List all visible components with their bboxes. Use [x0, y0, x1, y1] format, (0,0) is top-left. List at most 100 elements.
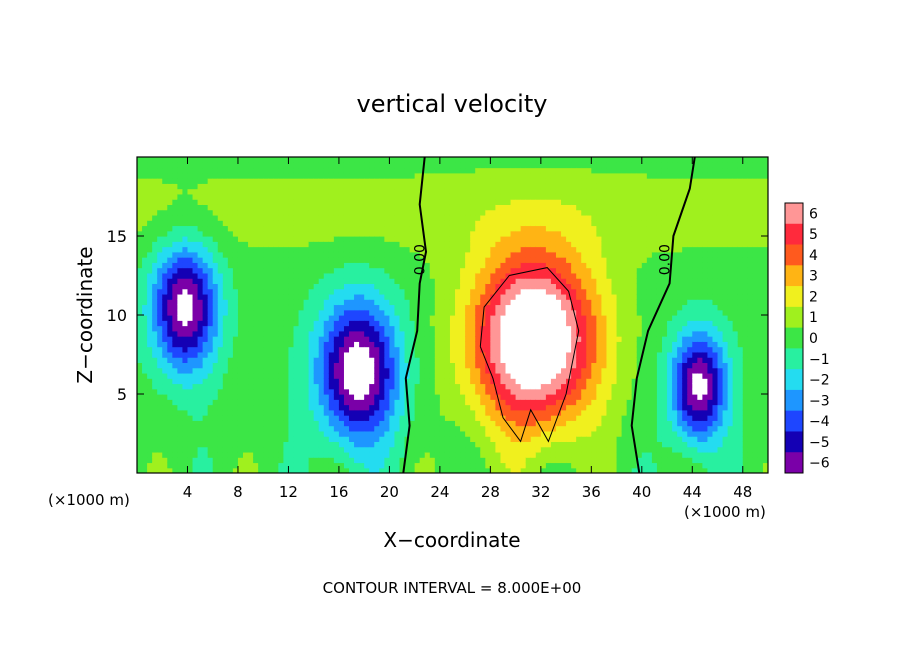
- field-cell: [278, 441, 284, 448]
- field-cell: [475, 241, 481, 248]
- field-cell: [288, 372, 295, 379]
- field-cell: [333, 341, 340, 348]
- field-cell: [535, 430, 542, 437]
- field-cell: [288, 451, 295, 458]
- field-cell: [495, 320, 502, 327]
- field-cell: [157, 262, 163, 269]
- field-cell: [424, 467, 431, 473]
- field-cell: [328, 267, 335, 274]
- field-cell: [449, 209, 456, 216]
- field-cell: [192, 214, 199, 221]
- field-cell: [404, 425, 411, 432]
- field-cell: [525, 193, 532, 200]
- field-cell: [500, 336, 507, 342]
- field-cell: [338, 336, 345, 342]
- field-cell: [283, 330, 290, 337]
- field-cell: [364, 246, 370, 253]
- field-cell: [389, 357, 396, 363]
- field-cell: [550, 462, 557, 469]
- field-cell: [263, 241, 269, 248]
- field-cell: [424, 257, 431, 263]
- field-cell: [364, 388, 370, 395]
- field-cell: [439, 246, 446, 253]
- field-cell: [333, 409, 340, 416]
- field-cell: [278, 309, 284, 316]
- field-cell: [520, 209, 527, 216]
- field-cell: [384, 204, 390, 211]
- field-cell: [530, 430, 537, 437]
- field-cell: [455, 336, 461, 342]
- field-cell: [374, 415, 380, 421]
- field-cell: [439, 241, 446, 248]
- field-cell: [424, 430, 431, 437]
- field-cell: [414, 241, 421, 248]
- field-cell: [500, 257, 507, 263]
- field-cell: [429, 451, 436, 458]
- field-cell: [152, 357, 158, 363]
- field-cell: [343, 262, 350, 269]
- field-cell: [359, 257, 365, 263]
- field-cell: [162, 267, 168, 274]
- field-cell: [439, 320, 446, 327]
- field-cell: [288, 346, 295, 353]
- field-cell: [187, 330, 194, 337]
- field-cell: [490, 214, 497, 221]
- field-cell: [465, 351, 471, 358]
- field-cell: [222, 425, 229, 432]
- field-cell: [202, 304, 209, 311]
- field-cell: [288, 257, 295, 263]
- field-cell: [152, 236, 158, 242]
- field-cell: [555, 436, 562, 442]
- field-cell: [419, 309, 426, 316]
- field-cell: [374, 378, 380, 385]
- field-cell: [308, 178, 315, 184]
- field-cell: [374, 409, 380, 416]
- field-cell: [162, 467, 168, 473]
- field-cell: [500, 351, 507, 358]
- field-cell: [424, 436, 431, 442]
- field-cell: [389, 225, 396, 232]
- field-cell: [495, 304, 502, 311]
- field-cell: [505, 278, 512, 284]
- field-cell: [349, 262, 355, 269]
- field-cell: [460, 178, 466, 184]
- field-cell: [470, 425, 476, 432]
- field-cell: [318, 367, 325, 374]
- field-cell: [399, 462, 406, 469]
- field-cell: [349, 351, 355, 358]
- field-cell: [147, 167, 153, 174]
- field-cell: [540, 262, 547, 269]
- field-cell: [485, 172, 491, 179]
- field-cell: [515, 457, 522, 464]
- field-cell: [354, 304, 360, 311]
- field-cell: [152, 230, 158, 237]
- field-cell: [152, 251, 158, 258]
- field-cell: [475, 420, 481, 427]
- field-cell: [298, 267, 305, 274]
- field-cell: [283, 246, 290, 253]
- field-cell: [434, 193, 441, 200]
- field-cell: [328, 157, 335, 163]
- field-cell: [303, 214, 310, 221]
- field-cell: [540, 372, 547, 379]
- field-cell: [424, 346, 431, 353]
- field-cell: [197, 315, 204, 321]
- field-cell: [278, 420, 284, 427]
- field-cell: [444, 257, 451, 263]
- field-cell: [429, 293, 436, 300]
- field-cell: [202, 188, 209, 195]
- field-cell: [308, 278, 315, 284]
- field-cell: [429, 214, 436, 221]
- field-cell: [263, 420, 269, 427]
- field-cell: [182, 441, 189, 448]
- field-cell: [520, 394, 527, 400]
- field-cell: [258, 293, 264, 300]
- field-cell: [444, 246, 451, 253]
- field-cell: [429, 204, 436, 211]
- field-cell: [192, 325, 199, 332]
- field-cell: [243, 341, 249, 348]
- field-cell: [278, 278, 284, 284]
- field-cell: [485, 178, 491, 184]
- field-cell: [253, 193, 259, 200]
- field-cell: [449, 299, 456, 306]
